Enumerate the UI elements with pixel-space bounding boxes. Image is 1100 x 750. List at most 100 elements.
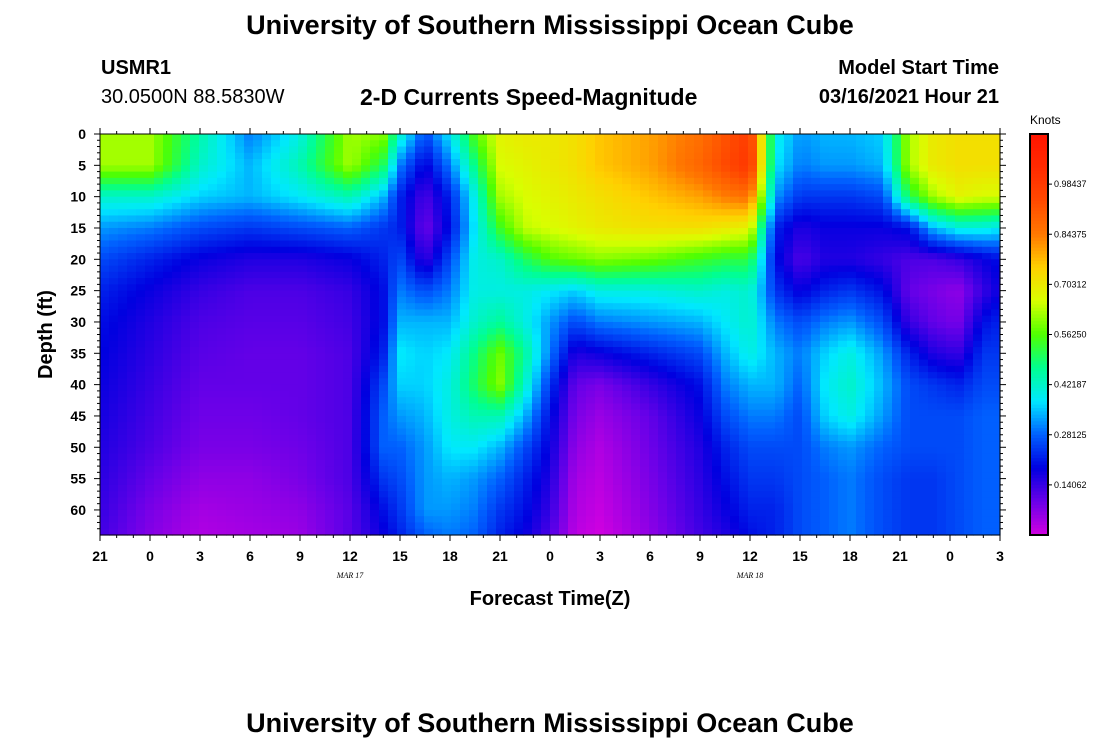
heatmap-cell: [451, 497, 461, 505]
heatmap-cell: [649, 284, 659, 292]
heatmap-cell: [748, 253, 758, 260]
heatmap-cell: [433, 227, 443, 235]
heatmap-cell: [568, 403, 578, 411]
heatmap-cell: [118, 134, 128, 141]
heatmap-cell: [217, 209, 227, 217]
heatmap-cell: [784, 278, 794, 285]
heatmap-cell: [793, 265, 803, 273]
heatmap-cell: [262, 165, 272, 173]
heatmap-cell: [433, 397, 443, 405]
heatmap-cell: [307, 522, 317, 530]
heatmap-cell: [316, 347, 326, 354]
heatmap-cell: [595, 215, 605, 223]
heatmap-cell: [595, 409, 605, 417]
heatmap-cell: [226, 466, 236, 473]
heatmap-cell: [289, 278, 299, 285]
heatmap-cell: [712, 516, 722, 524]
heatmap-cell: [244, 315, 254, 323]
heatmap-cell: [379, 372, 389, 379]
heatmap-cell: [406, 202, 416, 210]
heatmap-cell: [559, 321, 569, 329]
heatmap-cell: [172, 290, 182, 298]
heatmap-cell: [163, 528, 173, 536]
heatmap-cell: [388, 484, 398, 492]
heatmap-cell: [208, 227, 218, 235]
heatmap-cell: [415, 347, 425, 354]
heatmap-cell: [325, 516, 335, 524]
heatmap-cell: [406, 234, 416, 242]
heatmap-cell: [559, 296, 569, 304]
heatmap-cell: [334, 453, 344, 461]
heatmap-cell: [226, 259, 236, 267]
heatmap-cell: [127, 484, 137, 492]
heatmap-cell: [208, 146, 218, 154]
heatmap-cell: [469, 240, 479, 248]
heatmap-cell: [379, 190, 389, 198]
heatmap-cell: [640, 234, 650, 242]
heatmap-cell: [469, 265, 479, 273]
heatmap-cell: [775, 152, 785, 160]
heatmap-cell: [532, 528, 542, 536]
heatmap-cell: [559, 384, 569, 392]
heatmap-cell: [100, 165, 110, 173]
heatmap-cell: [685, 234, 695, 242]
heatmap-cell: [127, 415, 137, 423]
heatmap-cell: [757, 284, 767, 292]
heatmap-cell: [676, 441, 686, 448]
heatmap-cell: [694, 516, 704, 524]
heatmap-cell: [163, 146, 173, 154]
heatmap-cell: [784, 522, 794, 530]
heatmap-cell: [100, 315, 110, 323]
heatmap-cell: [388, 447, 398, 455]
heatmap-cell: [685, 321, 695, 329]
heatmap-cell: [190, 246, 200, 254]
heatmap-cell: [631, 196, 641, 204]
heatmap-cell: [442, 134, 452, 141]
heatmap-cell: [559, 509, 569, 517]
heatmap-cell: [622, 365, 632, 373]
heatmap-cell: [118, 190, 128, 198]
heatmap-cell: [352, 528, 362, 536]
heatmap-cell: [271, 403, 281, 411]
heatmap-cell: [190, 202, 200, 210]
heatmap-cell: [433, 284, 443, 292]
heatmap-cell: [127, 146, 137, 154]
heatmap-cell: [712, 378, 722, 386]
heatmap-cell: [631, 221, 641, 229]
heatmap-cell: [757, 378, 767, 386]
heatmap-cell: [334, 321, 344, 329]
heatmap-cell: [154, 140, 164, 148]
heatmap-cell: [550, 240, 560, 248]
heatmap-cell: [541, 134, 551, 141]
heatmap-cell: [226, 353, 236, 361]
heatmap-cell: [775, 159, 785, 166]
heatmap-cell: [316, 171, 326, 179]
heatmap-cell: [730, 271, 740, 279]
heatmap-cell: [118, 340, 128, 348]
heatmap-cell: [253, 359, 263, 367]
heatmap-cell: [136, 384, 146, 392]
heatmap-cell: [685, 390, 695, 398]
heatmap-cell: [766, 422, 776, 430]
heatmap-cell: [433, 165, 443, 173]
heatmap-cell: [208, 509, 218, 517]
heatmap-cell: [586, 415, 596, 423]
heatmap-cell: [559, 459, 569, 467]
heatmap-cell: [667, 315, 677, 323]
heatmap-cell: [694, 146, 704, 154]
heatmap-cell: [190, 347, 200, 354]
heatmap-cell: [136, 441, 146, 448]
heatmap-cell: [388, 309, 398, 317]
heatmap-cell: [649, 146, 659, 154]
heatmap-cell: [181, 422, 191, 430]
heatmap-cell: [532, 140, 542, 148]
heatmap-cell: [496, 372, 506, 379]
heatmap-cell: [775, 390, 785, 398]
model-start-label: Model Start Time: [838, 57, 999, 79]
heatmap-cell: [280, 384, 290, 392]
heatmap-cell: [649, 321, 659, 329]
heatmap-cell: [172, 140, 182, 148]
heatmap-cell: [307, 309, 317, 317]
heatmap-cell: [190, 303, 200, 311]
